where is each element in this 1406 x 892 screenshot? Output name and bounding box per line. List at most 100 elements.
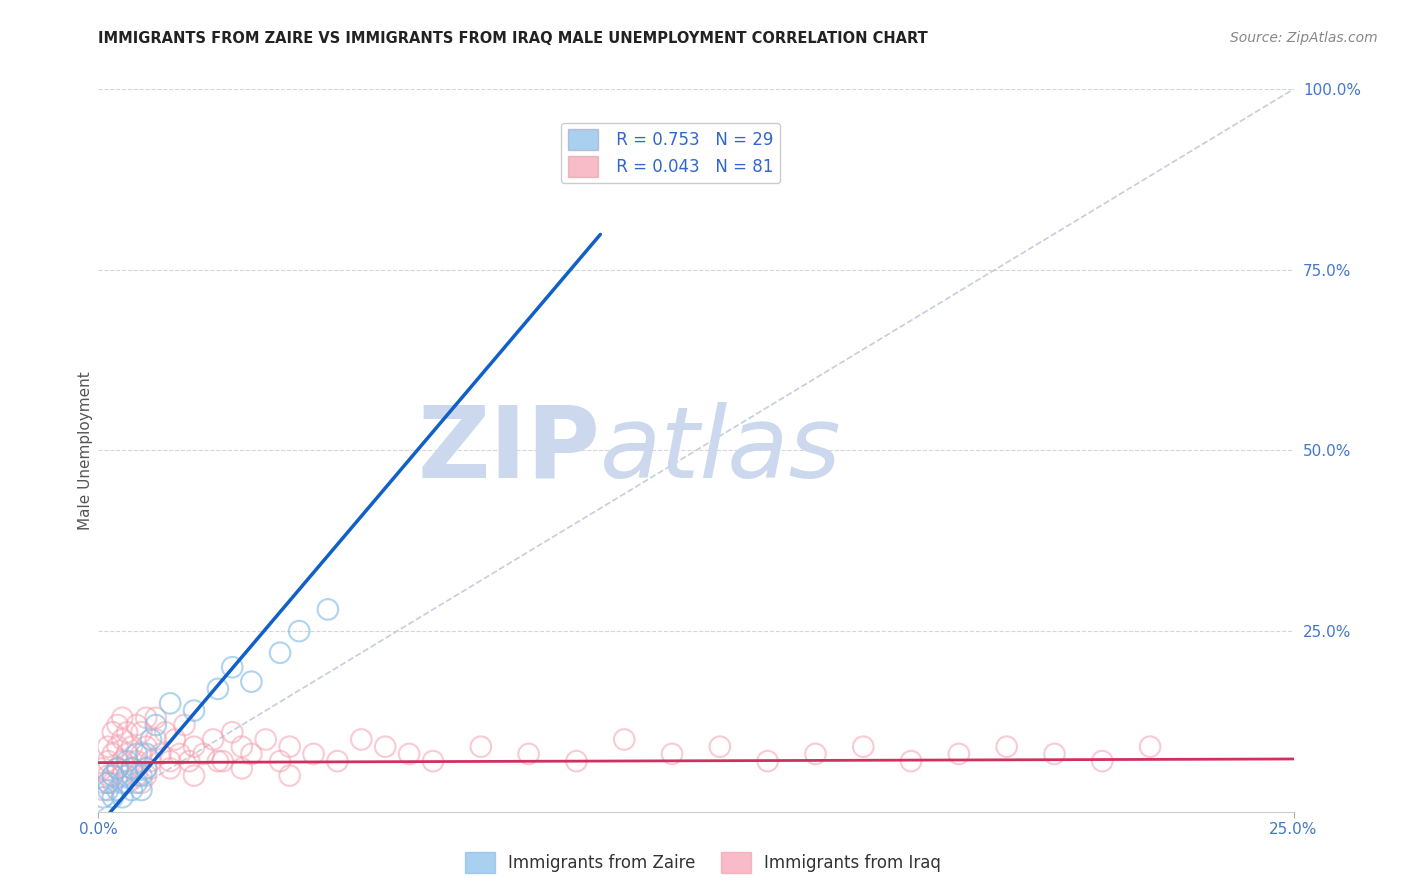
Point — [163, 732, 186, 747]
Point — [804, 747, 827, 761]
Text: atlas: atlas — [600, 402, 842, 499]
Point — [107, 761, 129, 775]
Point — [131, 747, 153, 761]
Point — [422, 754, 444, 768]
Point — [115, 725, 138, 739]
Point — [111, 776, 134, 790]
Point — [169, 747, 191, 761]
Point — [131, 783, 153, 797]
Point — [1139, 739, 1161, 754]
Point — [326, 754, 349, 768]
Point — [278, 739, 301, 754]
Point — [101, 790, 124, 805]
Point — [111, 732, 134, 747]
Point — [107, 761, 129, 775]
Point — [159, 754, 181, 768]
Point — [101, 725, 124, 739]
Point — [900, 754, 922, 768]
Point — [135, 761, 157, 775]
Point — [135, 711, 157, 725]
Point — [121, 761, 143, 775]
Point — [121, 761, 143, 775]
Point — [97, 739, 120, 754]
Point — [91, 790, 114, 805]
Point — [125, 769, 148, 783]
Point — [565, 754, 588, 768]
Legend: Immigrants from Zaire, Immigrants from Iraq: Immigrants from Zaire, Immigrants from I… — [458, 846, 948, 880]
Point — [145, 718, 167, 732]
Point — [240, 674, 263, 689]
Point — [125, 776, 148, 790]
Point — [183, 704, 205, 718]
Point — [316, 602, 339, 616]
Point — [139, 732, 162, 747]
Point — [995, 739, 1018, 754]
Point — [111, 790, 134, 805]
Point — [115, 776, 138, 790]
Point — [97, 769, 120, 783]
Point — [139, 754, 162, 768]
Point — [288, 624, 311, 639]
Point — [374, 739, 396, 754]
Point — [709, 739, 731, 754]
Point — [159, 696, 181, 710]
Point — [179, 754, 201, 768]
Point — [202, 732, 225, 747]
Point — [145, 711, 167, 725]
Point — [155, 725, 177, 739]
Point — [470, 739, 492, 754]
Point — [125, 747, 148, 761]
Point — [183, 769, 205, 783]
Point — [852, 739, 875, 754]
Point — [131, 776, 153, 790]
Point — [149, 747, 172, 761]
Text: IMMIGRANTS FROM ZAIRE VS IMMIGRANTS FROM IRAQ MALE UNEMPLOYMENT CORRELATION CHAR: IMMIGRANTS FROM ZAIRE VS IMMIGRANTS FROM… — [98, 31, 928, 46]
Point — [207, 681, 229, 696]
Y-axis label: Male Unemployment: Male Unemployment — [77, 371, 93, 530]
Legend:  R = 0.753   N = 29,  R = 0.043   N = 81: R = 0.753 N = 29, R = 0.043 N = 81 — [561, 123, 780, 184]
Point — [121, 761, 143, 775]
Point — [661, 747, 683, 761]
Point — [302, 747, 325, 761]
Point — [101, 769, 124, 783]
Point — [398, 747, 420, 761]
Point — [613, 732, 636, 747]
Point — [221, 660, 243, 674]
Point — [125, 754, 148, 768]
Point — [91, 776, 114, 790]
Point — [135, 761, 157, 775]
Point — [115, 747, 138, 761]
Point — [145, 732, 167, 747]
Point — [517, 747, 540, 761]
Point — [231, 739, 253, 754]
Point — [97, 776, 120, 790]
Point — [135, 739, 157, 754]
Point — [193, 747, 215, 761]
Point — [111, 754, 134, 768]
Point — [948, 747, 970, 761]
Point — [1043, 747, 1066, 761]
Point — [101, 747, 124, 761]
Point — [278, 769, 301, 783]
Point — [111, 769, 134, 783]
Point — [350, 732, 373, 747]
Point — [269, 646, 291, 660]
Point — [135, 747, 157, 761]
Point — [101, 776, 124, 790]
Text: Source: ZipAtlas.com: Source: ZipAtlas.com — [1230, 31, 1378, 45]
Point — [121, 783, 143, 797]
Point — [131, 769, 153, 783]
Point — [101, 769, 124, 783]
Point — [231, 761, 253, 775]
Point — [91, 783, 114, 797]
Point — [97, 776, 120, 790]
Point — [111, 711, 134, 725]
Point — [107, 761, 129, 775]
Point — [240, 747, 263, 761]
Point — [91, 761, 114, 775]
Point — [131, 725, 153, 739]
Point — [221, 725, 243, 739]
Point — [115, 754, 138, 768]
Point — [107, 718, 129, 732]
Point — [107, 783, 129, 797]
